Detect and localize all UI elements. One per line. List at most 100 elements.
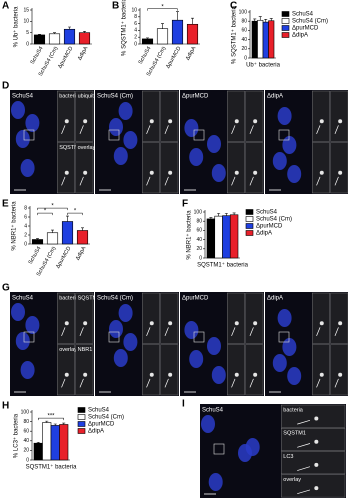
bar (42, 422, 52, 461)
bracket (147, 8, 178, 11)
bacterium (253, 321, 258, 326)
bacterium (319, 321, 324, 326)
y-tick-label: 40 (196, 237, 202, 243)
bar (61, 221, 74, 245)
y-tick-label: 2 (24, 232, 27, 238)
inset (226, 292, 245, 344)
nucleus (277, 107, 292, 125)
legend-label: ΔdipA (292, 33, 308, 39)
legend-label: SchuS4 (88, 408, 110, 414)
legend-label: SchuS4 (256, 210, 278, 216)
bacterium (314, 462, 319, 467)
bacterium (234, 321, 239, 326)
x-tick-label: ΔdipA (77, 45, 90, 61)
bacterium (83, 170, 88, 175)
error-bar (83, 31, 86, 33)
bar (171, 19, 184, 45)
y-tick-label: 2 (134, 35, 137, 41)
arrow (164, 378, 169, 388)
y-tick-label: 20 (196, 246, 202, 252)
bacterium (319, 119, 324, 124)
nucleus (245, 438, 260, 456)
bracket (37, 207, 68, 211)
legend-label: ΔdipA (88, 429, 104, 435)
panel-letter: D (2, 81, 9, 92)
legend-label: SchuS4 (292, 12, 314, 18)
inset (312, 142, 330, 194)
bacterium (319, 372, 324, 377)
y-tick-label: 15 (23, 7, 29, 13)
legend-swatch (281, 25, 290, 31)
legend-swatch (245, 209, 254, 215)
bar (33, 34, 46, 45)
error-bar (224, 213, 228, 216)
y-tick-label: 4 (134, 28, 137, 34)
legend-swatch (245, 216, 254, 222)
y-tick-label: 80 (23, 419, 29, 425)
bar (251, 20, 258, 59)
inset (57, 344, 75, 396)
arrow (249, 378, 254, 388)
error-bar (217, 213, 221, 217)
arrow (316, 125, 321, 135)
y-axis-label: % LC3⁺ bacteria (13, 413, 20, 458)
y-axis-label: % NBR1⁺ bacteria (11, 201, 18, 251)
inset (281, 428, 346, 451)
legend-label: SchuS4 (Cm) (292, 19, 328, 25)
legend-swatch (281, 18, 290, 24)
inset (160, 90, 179, 142)
error-bar (68, 26, 71, 30)
legend-swatch (245, 230, 254, 236)
legend-swatch (77, 414, 86, 420)
nucleus (282, 136, 297, 154)
bacterium (149, 170, 154, 175)
bacterium (314, 439, 319, 444)
inset (141, 142, 160, 194)
error-bar (232, 212, 236, 215)
arrow (249, 176, 254, 186)
bar (206, 218, 216, 259)
bacterium (64, 321, 69, 326)
bacterium (338, 372, 343, 377)
arrow (334, 327, 339, 337)
arrow (316, 327, 321, 337)
bacterium (64, 119, 69, 124)
bacterium (64, 170, 69, 175)
arrow (61, 327, 66, 337)
nucleus (25, 114, 40, 132)
error-bar (176, 11, 179, 21)
arrow (61, 176, 66, 186)
inset (330, 344, 348, 396)
inset (330, 292, 348, 344)
bar (141, 38, 154, 45)
y-tick-label: 100 (21, 409, 30, 415)
bacterium (168, 372, 173, 377)
nucleus (118, 102, 133, 120)
significance: *** (47, 414, 55, 420)
y-tick-label: 60 (241, 28, 247, 34)
bar (222, 215, 231, 259)
bar (59, 424, 69, 461)
inset-label: bacteria (59, 295, 80, 301)
legend-swatch (77, 407, 86, 413)
arrow (297, 466, 311, 471)
inset (57, 90, 75, 142)
y-tick-label: 5 (26, 30, 29, 36)
inset (312, 90, 330, 142)
y-tick-label: 40 (241, 37, 247, 43)
y-tick-label: 6 (134, 21, 137, 27)
arrow (334, 378, 339, 388)
error-bar (146, 37, 149, 39)
inset-label: NBR1 (78, 347, 93, 353)
bacterium (168, 119, 173, 124)
arrow (79, 327, 84, 337)
nucleus (201, 415, 215, 433)
nucleus (113, 147, 128, 165)
bacterium (64, 372, 69, 377)
arrow (61, 125, 66, 135)
arrow (316, 378, 321, 388)
error-bar (269, 18, 273, 21)
significance: * (161, 4, 164, 10)
inset (312, 344, 330, 396)
